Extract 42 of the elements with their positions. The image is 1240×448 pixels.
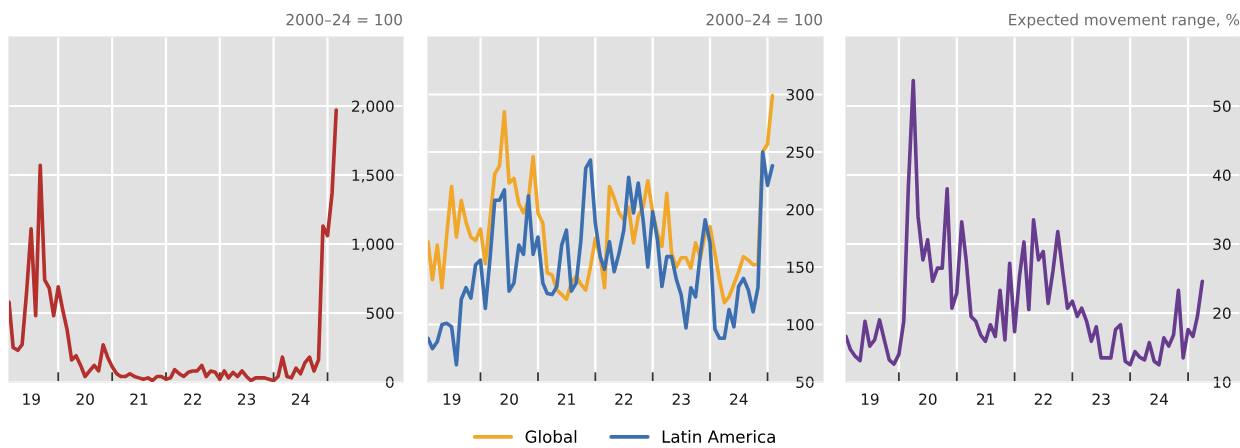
line-series [9,108,339,382]
x-tick-label: 21 [557,393,575,405]
line-series [428,150,775,367]
y-tick-label: 2,000 [352,100,394,114]
x-tick-label: 24 [1150,393,1168,405]
x-tick-label: 20 [76,393,94,405]
y-tick-label: 200 [786,203,814,216]
y-tick-label: 1,500 [352,169,394,183]
y-tick-label: 250 [786,146,814,159]
x-tick-label: 19 [861,393,879,405]
y-tick-label: 150 [787,261,814,274]
x-tick-label: 19 [443,393,461,405]
x-tick-label: 23 [672,393,690,405]
y-axis-title: 2000–24 = 100 [706,13,822,26]
line-series [846,78,1205,367]
y-tick-label: 50 [1213,100,1231,113]
y-tick-label: 20 [1213,307,1231,320]
y-tick-label: 500 [366,307,394,320]
y-axis-title: Expected movement range, % [1009,13,1240,29]
x-tick-label: 19 [23,393,40,405]
y-tick-label: 30 [1213,238,1231,251]
x-tick-label: 22 [184,393,201,405]
x-tick-label: 22 [1034,393,1052,405]
legend-label: Global [525,430,577,443]
x-tick-label: 21 [977,393,994,405]
x-tick-label: 20 [919,393,937,405]
y-tick-label: 50 [796,376,814,389]
legend-label: Latin America [662,430,775,443]
x-tick-label: 23 [238,393,256,405]
y-tick-label: 100 [787,318,814,331]
x-tick-label: 24 [730,393,748,405]
y-tick-label: 10 [1213,376,1231,389]
y-tick-label: 40 [1212,169,1231,182]
x-tick-label: 20 [500,393,518,405]
x-tick-label: 22 [615,393,633,405]
x-tick-label: 23 [1092,393,1110,405]
x-tick-label: 21 [130,393,148,405]
y-tick-label: 300 [786,88,814,101]
x-tick-label: 24 [291,393,310,405]
y-tick-label: 1,000 [352,238,394,252]
y-tick-label: 0 [385,376,394,389]
y-axis-title: 2000–24 = 100 [286,13,402,26]
